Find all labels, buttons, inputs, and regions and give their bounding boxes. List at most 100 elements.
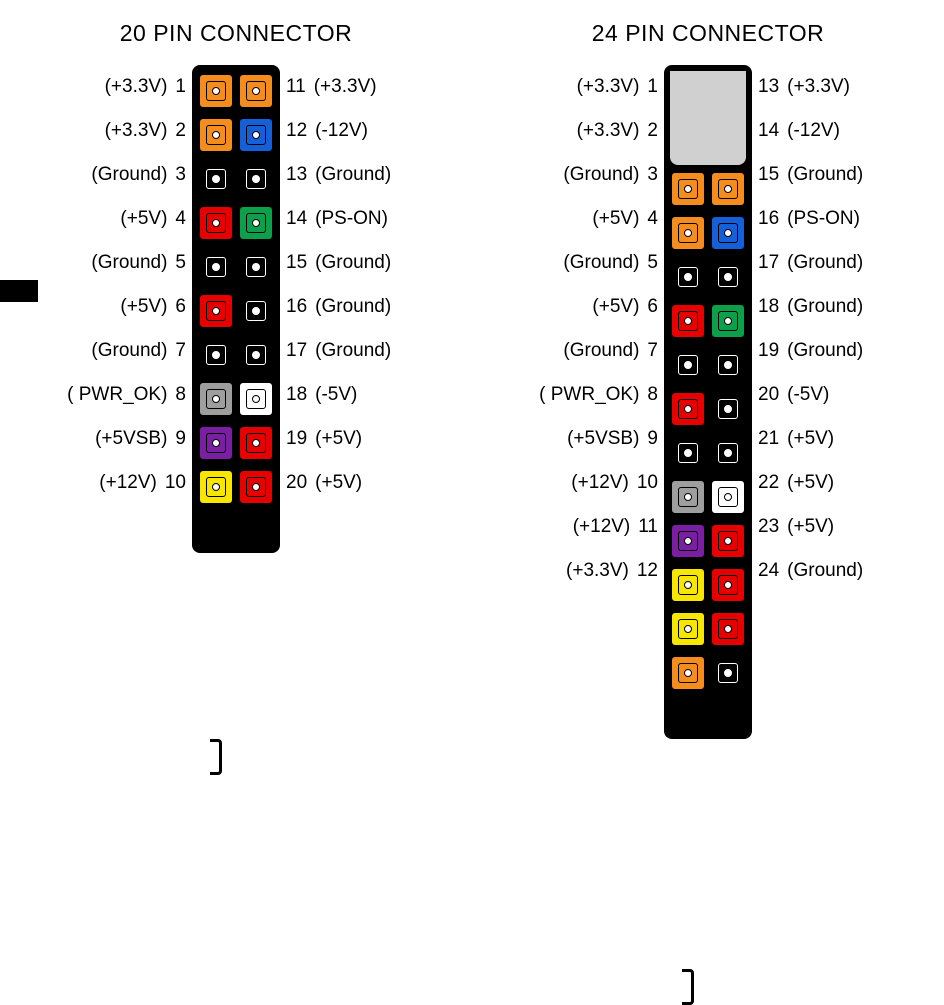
pin-label-left: (Ground)5 — [529, 241, 664, 285]
pin-inner — [246, 433, 266, 453]
pin-number: 6 — [175, 296, 186, 318]
pin-row — [670, 609, 746, 649]
pin — [198, 161, 234, 197]
signal-text: (+5V) — [787, 428, 834, 450]
connector-housing — [192, 65, 280, 553]
pin-number: 16 — [286, 296, 307, 318]
pin-inner — [718, 311, 738, 331]
pin-row — [198, 335, 274, 375]
pin — [198, 381, 234, 417]
pin-label-right: 13(Ground) — [280, 153, 415, 197]
pin-hole — [212, 131, 220, 139]
pin-inner — [206, 257, 226, 277]
pin-hole — [684, 361, 692, 369]
pin-inner — [246, 213, 266, 233]
pin-hole — [684, 449, 692, 457]
pin — [670, 215, 706, 251]
signal-text: (+5V) — [787, 472, 834, 494]
pin-inner — [246, 125, 266, 145]
pin-label-right: 17(Ground) — [752, 241, 887, 285]
pin-label-left: (+5V)4 — [57, 197, 192, 241]
pin-hole — [212, 307, 220, 315]
pin-hole — [684, 669, 692, 677]
signal-text: (+3.3V) — [577, 76, 640, 98]
pin-hole — [724, 625, 732, 633]
pin-row — [198, 467, 274, 507]
pin — [238, 381, 274, 417]
pin — [670, 655, 706, 691]
pin-label-left: ( PWR_OK)8 — [529, 373, 664, 417]
pin-label-left: (+5V)4 — [529, 197, 664, 241]
pin — [670, 523, 706, 559]
signal-text: (Ground) — [563, 340, 639, 362]
pin-number: 9 — [175, 428, 186, 450]
pin-number: 10 — [637, 472, 658, 494]
pin-row — [198, 379, 274, 419]
signal-text: (PS-ON) — [315, 208, 388, 230]
pin-label-right: 19(Ground) — [752, 329, 887, 373]
signal-text: (+12V) — [573, 516, 631, 538]
signal-text: (+3.3V) — [314, 76, 377, 98]
pin-row — [670, 477, 746, 517]
signal-text: (Ground) — [315, 296, 391, 318]
pin-number: 12 — [637, 560, 658, 582]
connector-body: (+3.3V)1(+3.3V)2(Ground)3(+5V)4(Ground)5… — [529, 65, 887, 739]
pin — [238, 293, 274, 329]
pin-label-left: (+5V)6 — [57, 285, 192, 329]
signal-text: (+5V) — [787, 516, 834, 538]
pin — [710, 259, 746, 295]
pin — [710, 567, 746, 603]
signal-text: (+5V) — [315, 472, 362, 494]
pin — [238, 337, 274, 373]
pin-number: 5 — [175, 252, 186, 274]
pin-label-left: (Ground)7 — [57, 329, 192, 373]
pin-inner — [246, 169, 266, 189]
pin-inner — [246, 301, 266, 321]
pin-inner — [718, 531, 738, 551]
signal-text: (Ground) — [91, 164, 167, 186]
pin-row — [670, 345, 746, 385]
pin-number: 15 — [286, 252, 307, 274]
pin-row — [670, 301, 746, 341]
pin-number: 8 — [647, 384, 658, 406]
pin — [710, 611, 746, 647]
pin-label-left: (+5VSB)9 — [529, 417, 664, 461]
pin-label-left: (Ground)3 — [57, 153, 192, 197]
signal-text: (Ground) — [315, 164, 391, 186]
pin-label-left: (Ground)5 — [57, 241, 192, 285]
pin-row — [198, 423, 274, 463]
pin-inner — [206, 125, 226, 145]
pin-hole — [252, 439, 260, 447]
pin — [238, 205, 274, 241]
pin-inner — [678, 399, 698, 419]
pin — [710, 655, 746, 691]
pin — [710, 479, 746, 515]
pin-row — [198, 247, 274, 287]
pin-number: 5 — [647, 252, 658, 274]
pin-label-right: 12(-12V) — [280, 109, 415, 153]
pin-inner — [246, 477, 266, 497]
signal-text: (-5V) — [787, 384, 829, 406]
pin-label-left: (+5V)6 — [529, 285, 664, 329]
pin-hole — [684, 493, 692, 501]
pin-label-left: ( PWR_OK)8 — [57, 373, 192, 417]
pin-hole — [724, 273, 732, 281]
pin-inner — [678, 619, 698, 639]
pin — [670, 391, 706, 427]
pin-label-right: 14 (PS-ON) — [280, 197, 415, 241]
pin-number: 14 — [758, 120, 779, 142]
pin-inner — [718, 619, 738, 639]
signal-text: (Ground) — [563, 164, 639, 186]
pin-number: 22 — [758, 472, 779, 494]
signal-text: (-12V) — [315, 120, 368, 142]
pin — [238, 73, 274, 109]
left-labels: (+3.3V)1(+3.3V)2(Ground)3(+5V)4(Ground)5… — [529, 65, 664, 593]
latch-clip — [682, 969, 694, 1005]
pin-hole — [212, 483, 220, 491]
signal-text: (Ground) — [787, 560, 863, 582]
pin-label-left: (+12V)10 — [529, 461, 664, 505]
signal-text: (Ground) — [787, 296, 863, 318]
signal-text: (Ground) — [91, 340, 167, 362]
pin-number: 14 — [286, 208, 307, 230]
pin-number: 4 — [647, 208, 658, 230]
